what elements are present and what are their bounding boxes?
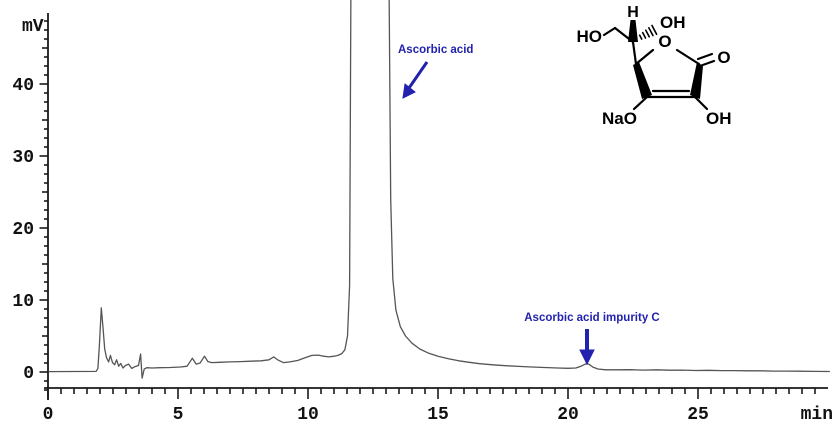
structure-ho-chain-label: HO — [577, 27, 603, 46]
wedge-bond-c1-c2 — [690, 62, 703, 99]
y-tick-label: 20 — [12, 220, 34, 240]
ascorbic-acid-label: Ascorbic acid — [398, 44, 473, 56]
ascorbic-acid-arrow-head — [402, 83, 416, 99]
structure-ring-o-label: O — [658, 32, 671, 51]
annotation-ascorbic-acid: Ascorbic acid — [398, 44, 473, 99]
bond-c5-c4 — [631, 40, 638, 66]
x-tick-label: 0 — [43, 405, 54, 425]
structure-carbonyl-o-label: O — [717, 48, 730, 67]
x-axis-unit-label: min — [801, 405, 833, 425]
bond-c5-ch2 — [613, 26, 635, 44]
ascorbic-acid-arrow-shaft — [407, 61, 429, 89]
bond-ch2-oh — [602, 26, 617, 37]
wedge-bond-h — [628, 20, 638, 42]
carbonyl-bond-1 — [698, 59, 716, 68]
bond-c4-ringo — [634, 48, 655, 66]
y-tick-label: 40 — [12, 76, 34, 96]
x-tick-label: 20 — [557, 405, 579, 425]
y-axis-unit-label: mV — [22, 17, 44, 37]
bond-ringo-c1 — [675, 48, 701, 66]
bond-c3-ona — [632, 95, 649, 111]
chromatogram-trace — [48, 0, 830, 379]
bond-c2-oh — [693, 95, 709, 111]
structure-oh-bottom-label: OH — [706, 109, 732, 128]
y-axis: mV 0 10 20 30 40 — [12, 13, 49, 400]
carbonyl-bond-2 — [696, 52, 714, 61]
wedge-bond-c4-c3 — [633, 62, 652, 99]
impurity-c-label: Ascorbic acid impurity C — [524, 312, 659, 324]
x-tick-label: 5 — [173, 405, 184, 425]
structure-nao-label: NaO — [602, 109, 637, 128]
annotation-impurity-c: Ascorbic acid impurity C — [524, 312, 660, 366]
structure-h-label: H — [627, 4, 639, 21]
y-tick-label: 30 — [12, 148, 34, 168]
x-tick-label: 15 — [427, 405, 449, 425]
trace-line — [48, 0, 830, 379]
x-axis: min 0 5 10 15 20 25 — [43, 387, 833, 425]
structure-oh-chain-label: OH — [660, 13, 686, 32]
hashed-bond-oh — [638, 24, 658, 40]
x-tick-label: 10 — [297, 405, 319, 425]
y-tick-label: 0 — [23, 364, 34, 384]
sodium-ascorbate-structure: H OH HO O O NaO OH — [577, 4, 732, 128]
x-tick-label: 25 — [687, 405, 709, 425]
y-tick-label: 10 — [12, 292, 34, 312]
impurity-c-arrow-head — [579, 349, 595, 366]
